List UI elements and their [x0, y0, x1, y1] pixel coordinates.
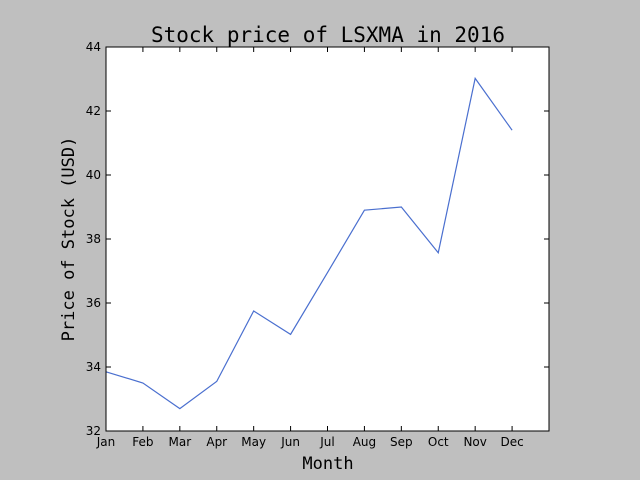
x-tick-label: Feb [132, 435, 153, 449]
y-tick-label: 32 [86, 424, 101, 438]
y-tick-label: 34 [86, 360, 101, 374]
x-tick-label: Jun [280, 435, 300, 449]
x-axis-label: Month [302, 454, 353, 474]
x-tick-label: Nov [463, 435, 486, 449]
x-tick-label: Mar [169, 435, 192, 449]
x-tick-label: Aug [353, 435, 376, 449]
x-tick-label: May [241, 435, 266, 449]
x-tick-label: Jan [96, 435, 116, 449]
x-axis: Jan Feb Mar Apr May Jun Jul Aug Sep Oct Nov Dec [96, 47, 524, 449]
x-tick-label: Sep [390, 435, 413, 449]
series-line [105, 76, 513, 410]
y-axis-label: Price of Stock (USD) [59, 137, 79, 342]
y-tick-label: 38 [86, 232, 101, 246]
plot-area [106, 47, 549, 431]
chart-title: Stock price of LSXMA in 2016 [151, 23, 505, 47]
x-tick-label: Oct [428, 435, 449, 449]
x-tick-label: Apr [206, 435, 227, 449]
y-tick-label: 40 [86, 168, 101, 182]
y-tick-label: 44 [86, 40, 101, 54]
x-tick-label: Dec [500, 435, 523, 449]
plot-frame [105, 46, 550, 432]
x-tick-label: Jul [319, 435, 334, 449]
y-axis: 32 34 36 38 40 42 44 [86, 40, 549, 438]
y-tick-label: 42 [86, 104, 101, 118]
y-tick-label: 36 [86, 296, 101, 310]
